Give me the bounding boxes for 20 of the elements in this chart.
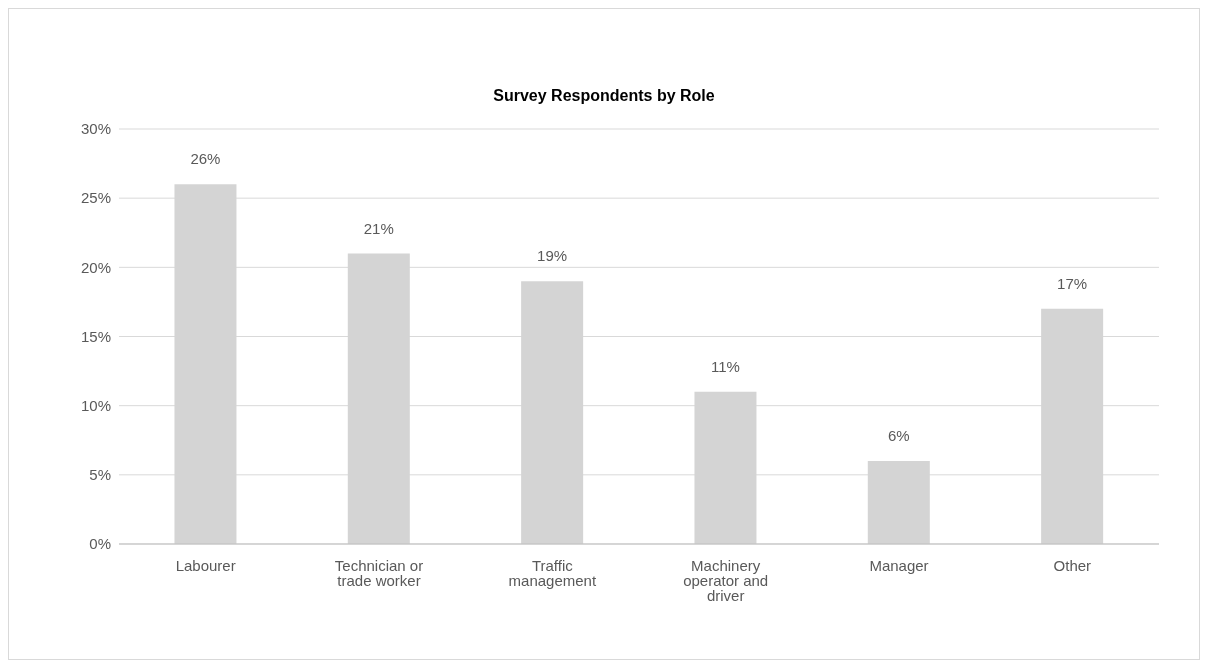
y-tick-label: 5% [89,466,111,484]
x-tick-label: Technician or trade worker [334,556,424,589]
y-tick-label: 10% [80,396,111,414]
data-label: 26% [190,150,221,168]
y-tick-label: 0% [89,535,111,553]
x-tick-label: Manager [869,556,929,574]
x-tick-label: Other [1053,556,1092,574]
y-tick-label: 30% [80,120,111,138]
x-tick-label: Traffic management [508,556,597,589]
x-tick-label: Labourer [175,556,236,574]
data-label: 6% [887,427,910,444]
data-label: 11% [711,357,740,375]
y-tick-label: 20% [80,258,111,276]
data-label: 21% [363,219,394,237]
x-tick-label: Machinery operator and driver [683,556,769,604]
chart-title: Survey Respondents by Role [492,87,716,105]
data-label: 17% [1057,274,1088,292]
y-tick-label: 25% [80,189,111,207]
y-tick-label: 15% [80,327,111,345]
data-label: 19% [537,247,568,265]
